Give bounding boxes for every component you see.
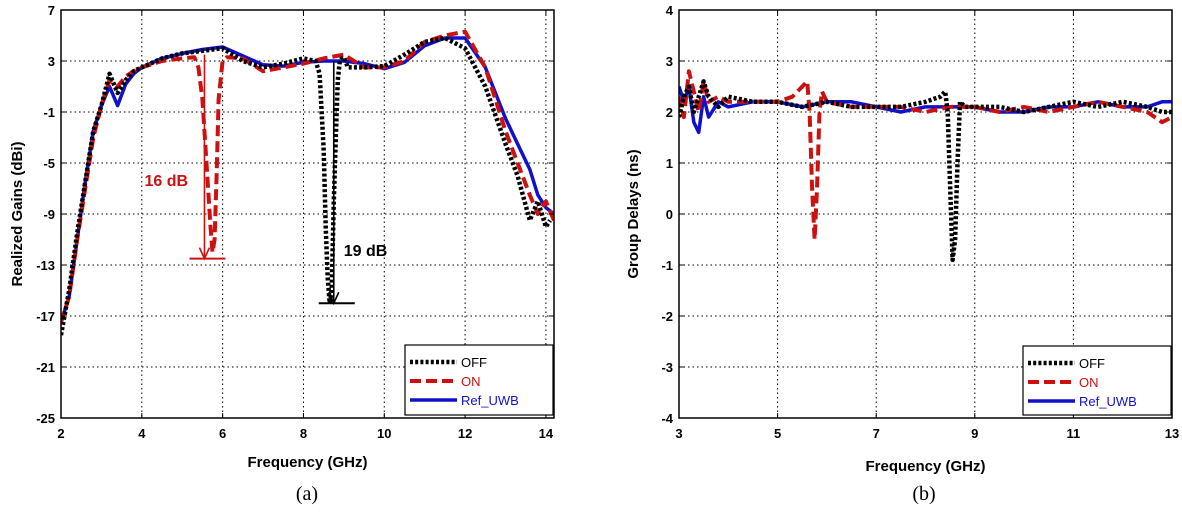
y-tick-label: -13 [36, 258, 55, 273]
series-line-off [61, 38, 550, 335]
y-axis-label: Group Delays (ns) [625, 149, 642, 278]
legend-label: ON [461, 374, 481, 389]
chart-panel-a: 16 dB 19 dB 2 4 6 8 10 12 14 7 3 -1 -5 -9 -13 -17 -21 -25… [9, 3, 554, 505]
legend-label: Ref_UWB [461, 393, 519, 408]
figure-caption: (a) [296, 483, 318, 505]
x-tick-label: 14 [539, 426, 554, 441]
y-tick-label: -9 [43, 207, 55, 222]
x-tick-label: 7 [873, 426, 880, 441]
y-tick-label: 7 [48, 3, 55, 18]
y-tick-label: -25 [36, 411, 55, 426]
x-tick-label: 10 [377, 426, 391, 441]
annotation-label: 19 dB [344, 243, 388, 260]
x-axis-label: Frequency (GHz) [865, 458, 985, 475]
x-axis-label: Frequency (GHz) [247, 454, 367, 471]
y-tick-label: -21 [36, 360, 55, 375]
x-tick-label: 4 [138, 426, 146, 441]
series-line-ref-uwb [679, 87, 1172, 133]
annotation-label: 16 dB [144, 173, 188, 190]
legend-label: OFF [461, 355, 487, 370]
y-tick-label: -1 [661, 258, 673, 273]
x-tick-label: 12 [458, 426, 472, 441]
y-tick-label: 4 [666, 3, 674, 18]
x-tick-label: 2 [57, 426, 64, 441]
legend-label: Ref_UWB [1079, 394, 1137, 409]
y-tick-label: -5 [43, 156, 55, 171]
legend: OFF ON Ref_UWB [405, 345, 553, 415]
x-tick-label: 13 [1165, 426, 1179, 441]
x-tick-label: 8 [300, 426, 307, 441]
y-tick-label: -4 [661, 411, 673, 426]
legend: OFF ON Ref_UWB [1023, 346, 1171, 415]
y-axis-label: Realized Gains (dBi) [9, 141, 26, 286]
y-tick-label: -17 [36, 309, 55, 324]
x-tick-label: 3 [675, 426, 682, 441]
x-tick-label: 9 [971, 426, 978, 441]
series-group [61, 32, 554, 335]
x-tick-label: 11 [1067, 426, 1081, 441]
chart-panel-b: 3 5 7 9 11 13 4 3 2 1 0 -1 -2 -3 -4 Frequency (GHz) Grou… [625, 3, 1179, 505]
x-tick-label: 6 [219, 426, 226, 441]
legend-label: ON [1079, 375, 1099, 390]
y-tick-label: 0 [666, 207, 673, 222]
figure-caption: (b) [912, 483, 935, 505]
legend-label: OFF [1079, 356, 1105, 371]
y-tick-label: -2 [661, 309, 673, 324]
y-tick-label: 2 [666, 105, 673, 120]
y-tick-label: 1 [666, 156, 673, 171]
series-group [679, 71, 1172, 260]
y-tick-label: 3 [666, 54, 673, 69]
x-tick-label: 5 [774, 426, 781, 441]
y-tick-label: 3 [48, 54, 55, 69]
y-tick-label: -1 [43, 105, 55, 120]
y-tick-label: -3 [661, 360, 673, 375]
